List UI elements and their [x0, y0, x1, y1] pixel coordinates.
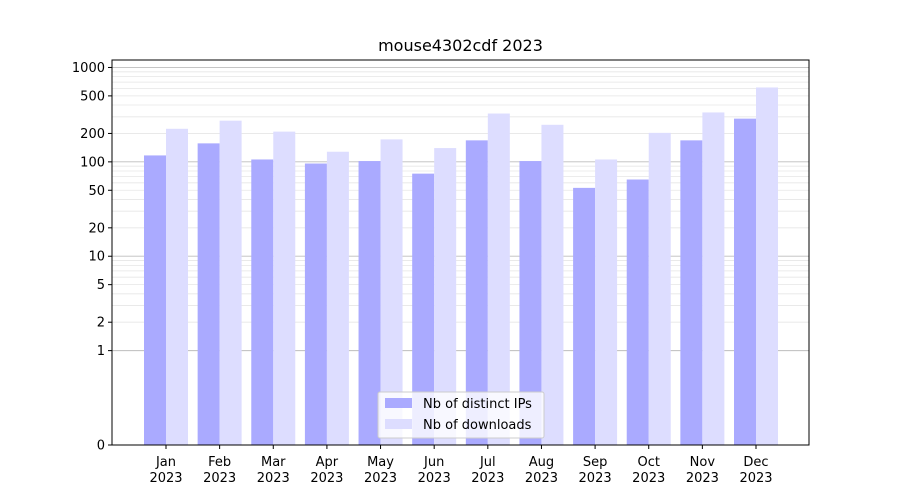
- x-tick-label-month: Jun: [423, 455, 444, 470]
- bar-downloads: [756, 87, 778, 446]
- y-tick-label: 1: [97, 344, 105, 359]
- bar-downloads: [648, 132, 671, 445]
- x-tick-label-month: Mar: [261, 455, 286, 470]
- legend-swatch-distinct-ips: [385, 398, 412, 408]
- bar-distinct-ips: [144, 155, 166, 446]
- bar-distinct-ips: [519, 161, 542, 445]
- y-tick-label: 2: [97, 316, 105, 331]
- x-tick-label-month: Dec: [743, 455, 768, 470]
- y-tick-label: 20: [88, 221, 105, 236]
- x-tick-label-year: 2023: [418, 471, 451, 486]
- x-tick-label-year: 2023: [471, 471, 504, 486]
- legend-label-distinct-ips: Nb of distinct IPs: [423, 397, 532, 412]
- bar-distinct-ips: [358, 161, 381, 445]
- bar-distinct-ips: [304, 163, 327, 446]
- legend-label-downloads: Nb of downloads: [423, 418, 532, 433]
- x-tick-label-month: Jan: [155, 455, 176, 470]
- legend-swatch-downloads: [385, 419, 412, 429]
- bar-distinct-ips: [573, 187, 596, 446]
- x-tick-label-year: 2023: [310, 471, 343, 486]
- x-tick-label-year: 2023: [686, 471, 719, 486]
- bar-distinct-ips: [465, 140, 488, 445]
- bar-distinct-ips: [251, 159, 274, 445]
- bar-downloads: [702, 112, 725, 446]
- bar-downloads: [487, 113, 510, 445]
- bar-downloads: [434, 148, 457, 445]
- x-tick-label-month: Feb: [208, 455, 231, 470]
- x-tick-label-year: 2023: [149, 471, 182, 486]
- y-tick-label: 200: [80, 127, 105, 142]
- x-tick-label-year: 2023: [203, 471, 236, 486]
- bar-downloads: [380, 139, 403, 445]
- x-tick-label-month: Aug: [529, 455, 554, 470]
- y-tick-label: 500: [80, 89, 105, 104]
- x-tick-label-year: 2023: [257, 471, 290, 486]
- y-tick-label: 50: [88, 184, 105, 199]
- x-tick-label-month: Nov: [690, 455, 716, 470]
- bar-distinct-ips: [197, 143, 220, 445]
- y-tick-label: 100: [80, 155, 105, 170]
- y-tick-label: 0: [97, 439, 105, 454]
- x-tick-label-year: 2023: [579, 471, 612, 486]
- bar-downloads: [166, 128, 188, 445]
- x-tick-label-year: 2023: [739, 471, 772, 486]
- bar-downloads: [219, 120, 242, 445]
- bar-distinct-ips: [680, 140, 703, 445]
- x-tick-label-month: Apr: [316, 455, 339, 470]
- y-tick-label: 1000: [72, 61, 105, 76]
- bars: [144, 87, 778, 446]
- legend-box: [377, 391, 545, 439]
- bar-downloads: [326, 151, 349, 446]
- bar-downloads: [595, 159, 618, 445]
- plot-frame: [111, 59, 810, 446]
- y-tick-label: 5: [97, 278, 105, 293]
- x-tick-label-month: Oct: [637, 455, 659, 470]
- bar-distinct-ips: [626, 179, 649, 445]
- x-tick-label-month: May: [367, 455, 394, 470]
- bar-distinct-ips: [734, 118, 756, 445]
- y-tick-label: 10: [88, 250, 105, 265]
- x-tick-label-year: 2023: [632, 471, 665, 486]
- x-axis-ticks: Jan2023Feb2023Mar2023Apr2023May2023Jun20…: [149, 445, 773, 486]
- x-tick-label-year: 2023: [525, 471, 558, 486]
- x-tick-label-year: 2023: [364, 471, 397, 486]
- y-axis-ticks: 0 1 2 5 10 20 50 100 200 500 1000: [72, 61, 112, 454]
- x-tick-label-month: Jul: [479, 455, 496, 470]
- bar-distinct-ips: [412, 173, 435, 446]
- bar-downloads: [273, 131, 296, 446]
- bar-downloads: [541, 124, 564, 446]
- legend: Nb of distinct IPs Nb of downloads: [377, 391, 545, 439]
- x-tick-label-month: Sep: [583, 455, 608, 470]
- chart-title: mouse4302cdf 2023: [378, 36, 543, 55]
